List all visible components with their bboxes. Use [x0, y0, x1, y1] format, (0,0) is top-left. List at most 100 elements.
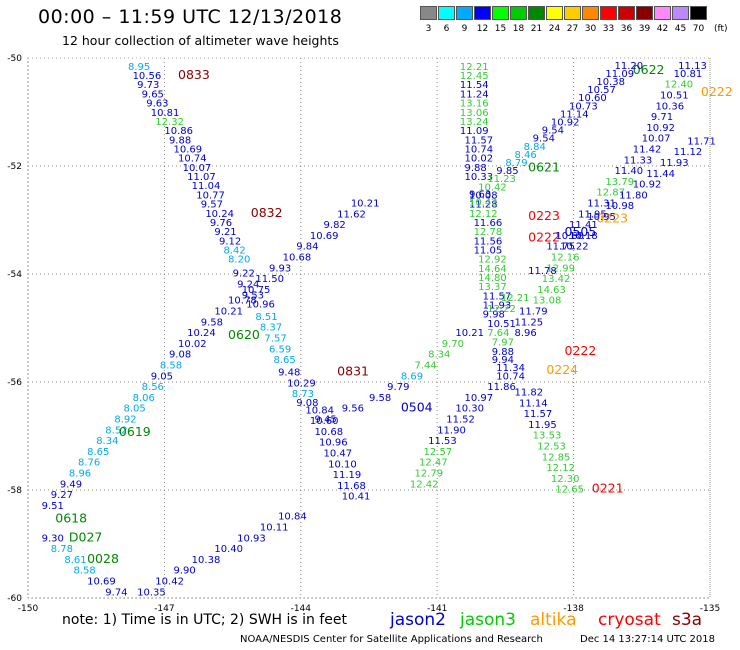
scale-label: 36 — [620, 24, 633, 34]
wave-height-label: 8.76 — [78, 458, 100, 469]
wave-height-label: 12.22 — [487, 304, 516, 315]
scale-swatch — [600, 6, 617, 20]
wave-height-label: 10.02 — [178, 339, 207, 350]
wave-height-label: 11.93 — [660, 158, 689, 169]
wave-height-label: 10.42 — [469, 197, 498, 208]
time-label: 0621 — [528, 159, 560, 174]
wave-height-label: 10.95 — [587, 212, 616, 223]
wave-height-label: 11.34 — [496, 363, 525, 374]
wave-height-label: 11.31 — [587, 199, 616, 210]
scale-label: 30 — [584, 24, 597, 34]
legend-item-cryosat: cryosat — [598, 610, 661, 630]
x-tick-label: -141 — [427, 604, 447, 614]
scale-label: 33 — [602, 24, 615, 34]
wave-height-label: 8.65 — [87, 447, 109, 458]
wave-height-label: 11.95 — [578, 209, 607, 220]
wave-height-label: 11.05 — [474, 245, 503, 256]
wave-height-label: 11.95 — [528, 420, 557, 431]
wave-height-label: 9.98 — [483, 310, 505, 321]
wave-height-label: 12.57 — [424, 447, 453, 458]
plot-frame — [27, 57, 711, 599]
wave-height-label: 11.53 — [428, 436, 457, 447]
wave-height-label: 12.21 — [460, 62, 489, 73]
wave-height-label: 7.57 — [264, 334, 286, 345]
wave-height-label: 10.07 — [642, 134, 671, 145]
wave-height-label: 7.97 — [492, 337, 514, 348]
time-label: 0222 — [701, 84, 733, 99]
y-tick-label: -52 — [7, 162, 22, 172]
wave-height-label: 11.14 — [560, 109, 589, 120]
wave-height-label: 8.58 — [160, 361, 182, 372]
wave-height-label: 8.34 — [96, 436, 118, 447]
time-label: 0618 — [55, 510, 87, 525]
wave-height-label: 11.90 — [437, 425, 466, 436]
wave-height-label: 9.88 — [464, 163, 486, 174]
wave-height-label: 8.79 — [505, 158, 527, 169]
wave-height-label: 11.75 — [546, 242, 575, 253]
wave-height-label: 9.76 — [210, 218, 232, 229]
wave-height-label: 13.24 — [460, 117, 489, 128]
wave-height-label: 9.74 — [105, 587, 127, 598]
wave-height-label: 13.79 — [605, 177, 634, 188]
wave-height-label: 8.51 — [255, 312, 277, 323]
wave-height-label: 10.81 — [674, 69, 703, 80]
wave-height-label: 10.21 — [214, 307, 243, 318]
footer-timestamp: Dec 14 13:27:14 UTC 2018 — [580, 634, 715, 645]
scale-swatch — [456, 6, 473, 20]
wave-height-label: 10.74 — [496, 371, 525, 382]
wave-height-label: 9.88 — [169, 135, 191, 146]
wave-height-label: 11.68 — [337, 481, 366, 492]
wave-height-label: 10.92 — [551, 118, 580, 129]
wave-height-label: 9.21 — [214, 227, 236, 238]
scale-swatch — [438, 6, 455, 20]
scale-label: 18 — [512, 24, 525, 34]
wave-height-label: 11.12 — [674, 147, 703, 158]
wave-height-label: 11.07 — [187, 172, 216, 183]
wave-height-label: 10.97 — [464, 393, 493, 404]
scale-swatch — [690, 6, 707, 20]
wave-height-label: 11.42 — [633, 145, 662, 156]
wave-height-label: 6.59 — [269, 344, 291, 355]
wave-height-label: 10.81 — [151, 108, 180, 119]
wave-height-label: 10.51 — [660, 91, 689, 102]
scale-label: 39 — [638, 24, 651, 34]
wave-height-label: 11.93 — [483, 301, 512, 312]
legend-item-jason3: jason3 — [460, 610, 516, 630]
wave-height-label: 8.92 — [114, 415, 136, 426]
scale-swatch — [492, 6, 509, 20]
wave-height-label: 10.57 — [587, 85, 616, 96]
legend-item-altika: altika — [530, 610, 577, 630]
wave-height-label: 10.22 — [560, 242, 589, 253]
scale-swatch — [564, 6, 581, 20]
wave-height-label: 12.16 — [551, 253, 580, 264]
wave-height-label: 13.42 — [542, 274, 571, 285]
wave-height-label: 10.30 — [455, 404, 484, 415]
scale-swatch — [528, 6, 545, 20]
wave-height-label: 9.70 — [442, 339, 464, 350]
time-label: D027 — [69, 529, 102, 544]
wave-height-label: 11.80 — [619, 190, 648, 201]
wave-height-label: 10.75 — [242, 285, 271, 296]
wave-height-label: 9.49 — [60, 479, 82, 490]
time-label: 0622 — [633, 62, 665, 77]
wave-height-label: 7.64 — [487, 328, 509, 339]
y-tick-label: -50 — [7, 54, 22, 64]
wave-height-label: 9.08 — [169, 350, 191, 361]
wave-height-label: 10.69 — [173, 145, 202, 156]
wave-height-label: 10.78 — [228, 296, 257, 307]
chart-title: 00:00 – 11:59 UTC 12/13/2018 — [38, 6, 343, 28]
wave-height-label: 11.78 — [528, 266, 557, 277]
wave-height-label: 8.52 — [105, 425, 127, 436]
wave-height-label: 10.69 — [310, 231, 339, 242]
wave-height-label: 14.63 — [537, 285, 566, 296]
chart-subtitle: 12 hour collection of altimeter wave hei… — [62, 33, 339, 48]
wave-height-label: 10.08 — [469, 190, 498, 201]
wave-height-label: 11.57 — [524, 409, 553, 420]
wave-height-label: 9.63 — [469, 189, 491, 200]
wave-height-label: 11.54 — [460, 80, 489, 91]
wave-height-label: 12.87 — [596, 188, 625, 199]
footer-note: note: 1) Time is in UTC; 2) SWH is in fe… — [62, 612, 348, 628]
wave-height-label: 11.20 — [615, 61, 644, 72]
x-tick-label: -138 — [563, 604, 584, 614]
